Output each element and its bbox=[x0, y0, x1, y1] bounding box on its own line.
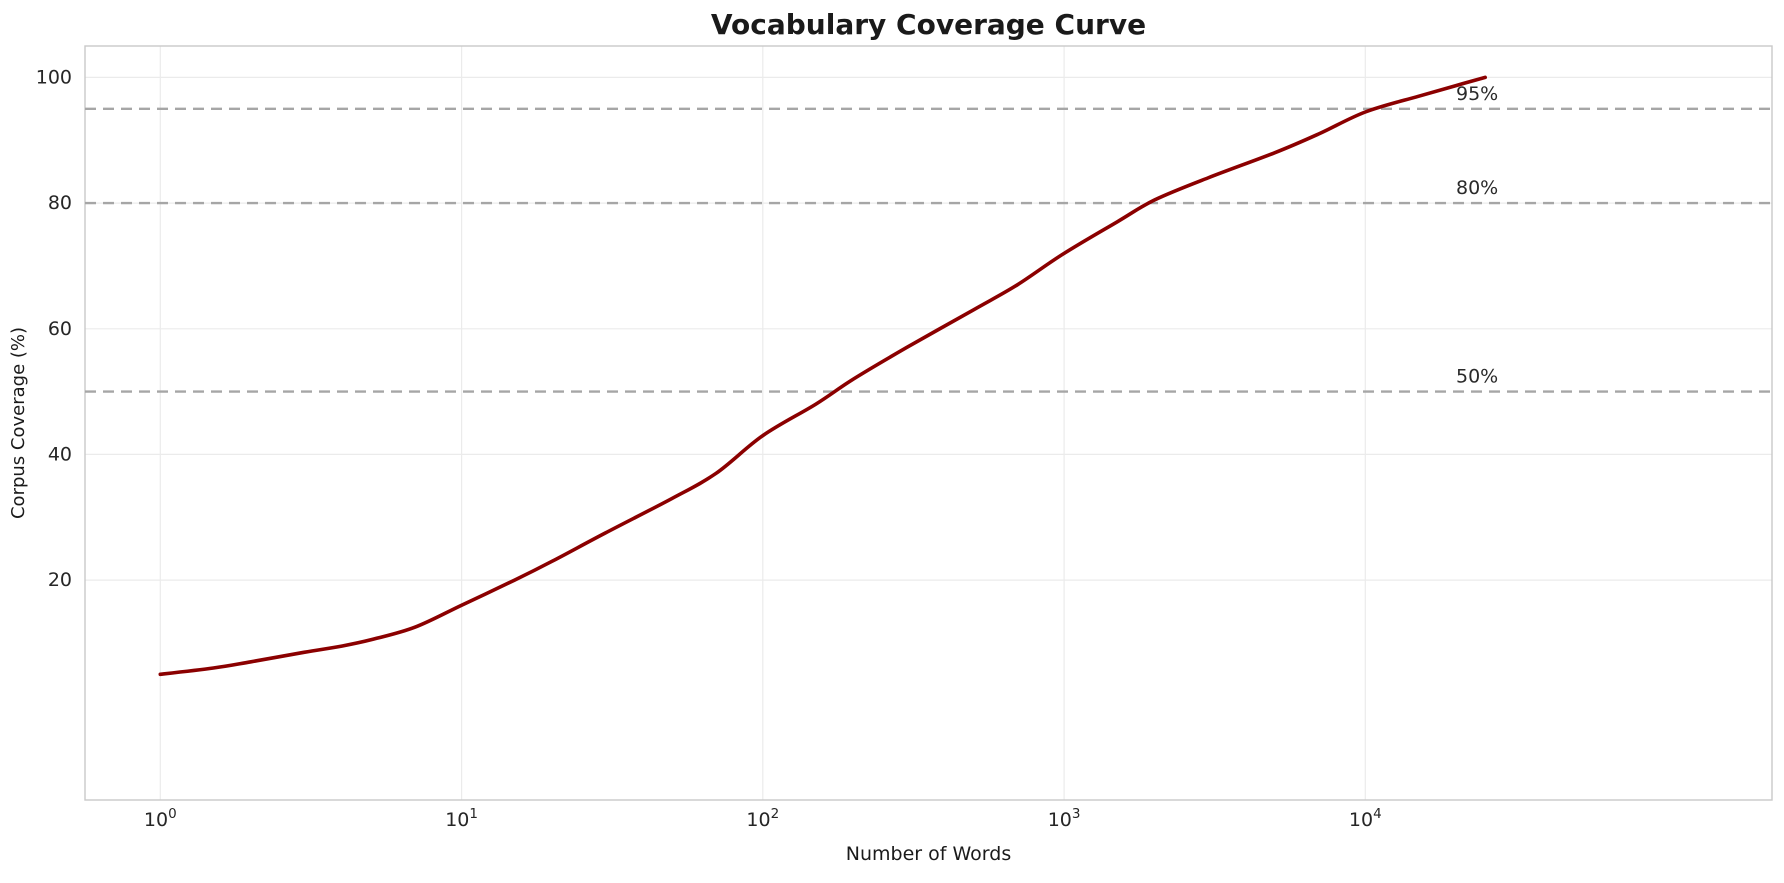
x-tick-label: 103 bbox=[1048, 806, 1081, 831]
reference-label-80: 80% bbox=[1456, 177, 1498, 199]
x-axis-label: Number of Words bbox=[845, 843, 1012, 865]
y-tick-label: 80 bbox=[48, 192, 72, 214]
x-tick-label: 104 bbox=[1349, 806, 1382, 831]
y-tick-label: 20 bbox=[48, 569, 72, 591]
y-axis-label: Corpus Coverage (%) bbox=[8, 326, 29, 520]
plot-frame bbox=[84, 45, 1773, 801]
coverage-curve bbox=[158, 75, 1487, 677]
reference-label-95: 95% bbox=[1456, 83, 1498, 105]
x-tick-label: 100 bbox=[144, 806, 177, 831]
y-tick-label: 60 bbox=[48, 318, 72, 340]
reference-label-50: 50% bbox=[1456, 366, 1498, 388]
x-tick-label: 101 bbox=[445, 806, 478, 831]
chart-title: Vocabulary Coverage Curve bbox=[710, 8, 1147, 41]
x-tick-label: 102 bbox=[746, 806, 779, 831]
y-tick-label: 100 bbox=[36, 66, 72, 88]
y-tick-label: 40 bbox=[48, 443, 72, 465]
